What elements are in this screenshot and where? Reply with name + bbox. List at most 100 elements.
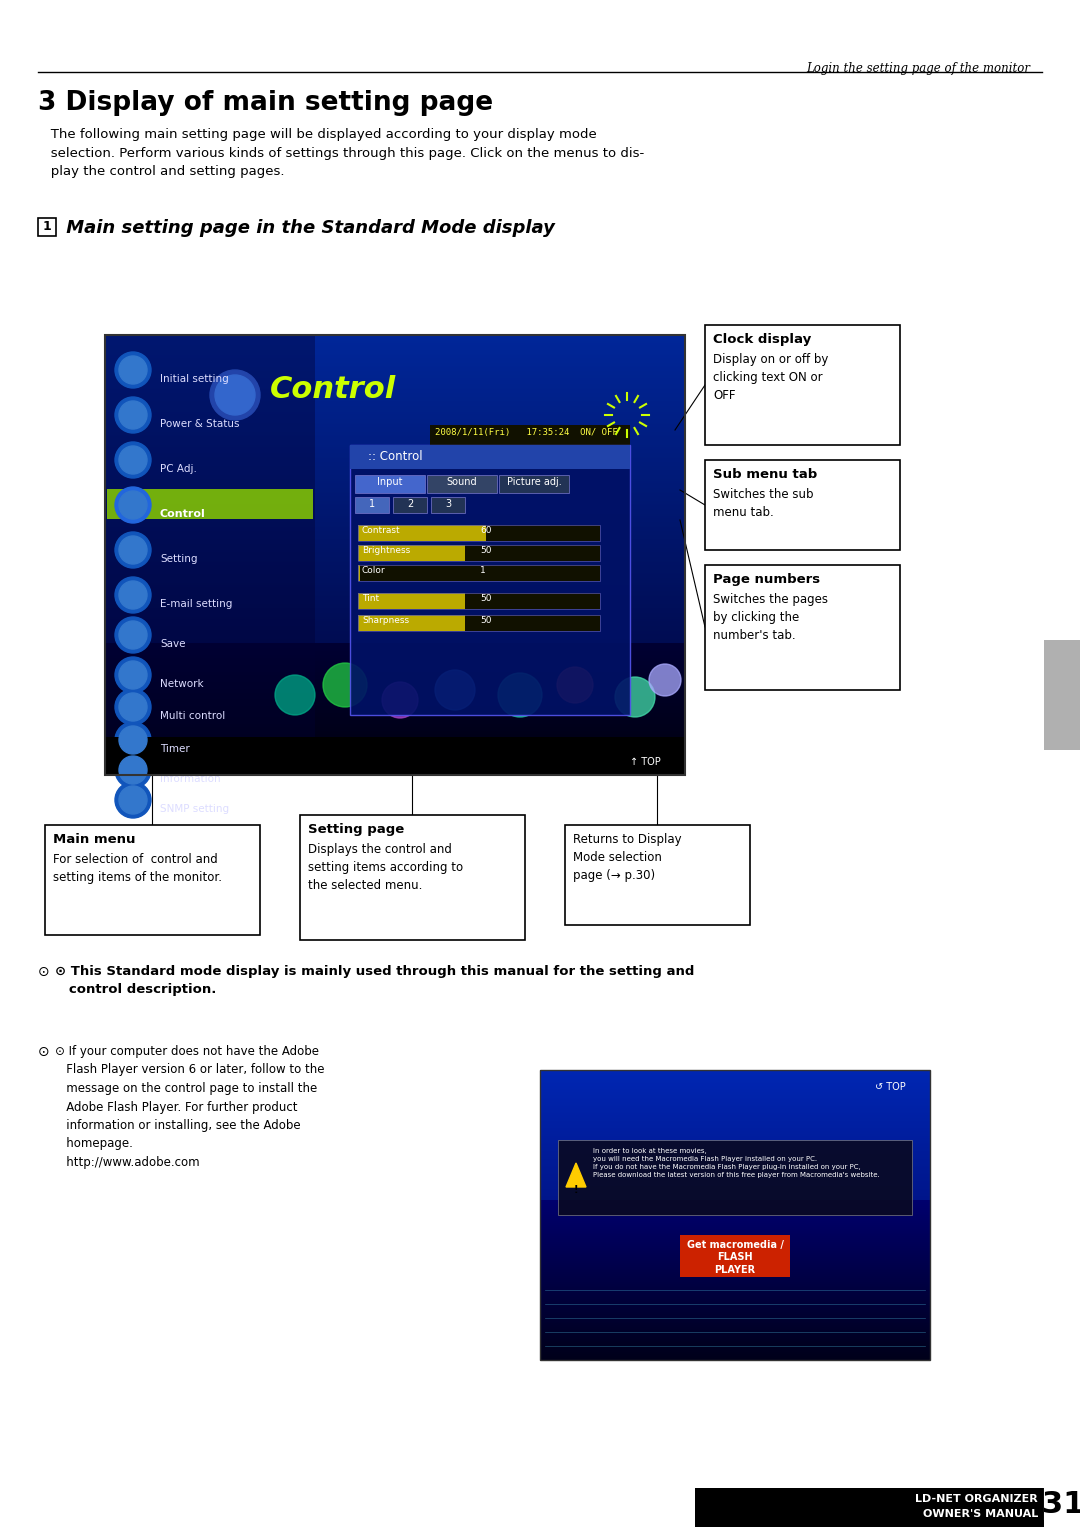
Circle shape [649, 664, 681, 696]
Circle shape [119, 356, 147, 383]
Text: Display on or off by
clicking text ON or
OFF: Display on or off by clicking text ON or… [713, 353, 828, 402]
Circle shape [114, 782, 151, 818]
Text: 31: 31 [1042, 1490, 1080, 1519]
FancyBboxPatch shape [355, 475, 426, 493]
FancyBboxPatch shape [465, 615, 600, 631]
Text: Save: Save [160, 638, 186, 649]
Circle shape [275, 675, 315, 715]
FancyBboxPatch shape [427, 475, 497, 493]
Circle shape [114, 577, 151, 612]
Circle shape [114, 487, 151, 524]
Text: ↺ TOP: ↺ TOP [875, 1083, 906, 1092]
Text: Input: Input [377, 476, 403, 487]
Text: Clock display: Clock display [713, 333, 811, 347]
Text: 3: 3 [445, 499, 451, 508]
FancyBboxPatch shape [45, 825, 260, 935]
Text: Power & Status: Power & Status [160, 418, 240, 429]
FancyBboxPatch shape [357, 525, 486, 541]
Text: 50: 50 [480, 594, 491, 603]
Text: Login the setting page of the monitor: Login the setting page of the monitor [806, 63, 1030, 75]
Text: OWNER'S MANUAL: OWNER'S MANUAL [922, 1509, 1038, 1519]
Text: Initial setting: Initial setting [160, 374, 229, 383]
Text: Sharpness: Sharpness [362, 615, 409, 625]
Text: Setting page: Setting page [308, 823, 404, 835]
Circle shape [210, 370, 260, 420]
FancyBboxPatch shape [705, 565, 900, 690]
Text: Sound: Sound [447, 476, 477, 487]
Text: 1: 1 [369, 499, 375, 508]
Circle shape [119, 756, 147, 783]
FancyBboxPatch shape [357, 592, 465, 609]
Circle shape [119, 621, 147, 649]
FancyBboxPatch shape [465, 545, 600, 560]
Text: 1: 1 [42, 220, 52, 234]
FancyBboxPatch shape [357, 545, 465, 560]
FancyBboxPatch shape [350, 444, 630, 469]
Text: PC Adj.: PC Adj. [160, 464, 197, 473]
FancyBboxPatch shape [360, 565, 600, 580]
Text: Brightness: Brightness [362, 547, 410, 554]
Text: ↑ TOP: ↑ TOP [630, 757, 661, 767]
Circle shape [114, 689, 151, 725]
Circle shape [114, 751, 151, 788]
Text: In order to look at these movies,
you will need the Macromedia Flash Player inst: In order to look at these movies, you wi… [593, 1148, 880, 1177]
FancyBboxPatch shape [499, 475, 569, 493]
Text: ⊙: ⊙ [38, 1044, 54, 1060]
Circle shape [114, 531, 151, 568]
FancyBboxPatch shape [565, 825, 750, 925]
Circle shape [114, 353, 151, 388]
Text: control description.: control description. [55, 983, 216, 996]
Text: Displays the control and
setting items according to
the selected menu.: Displays the control and setting items a… [308, 843, 463, 892]
Circle shape [119, 446, 147, 473]
Circle shape [114, 657, 151, 693]
Text: :: Control: :: Control [368, 450, 422, 463]
Text: 3 Display of main setting page: 3 Display of main setting page [38, 90, 494, 116]
Text: 1: 1 [480, 567, 486, 576]
Circle shape [557, 667, 593, 702]
Text: Page numbers: Page numbers [713, 573, 820, 586]
Polygon shape [566, 1164, 586, 1186]
FancyBboxPatch shape [357, 565, 360, 580]
Text: Returns to Display
Mode selection
page (→ p.30): Returns to Display Mode selection page (… [573, 834, 681, 883]
Circle shape [119, 725, 147, 754]
Text: Main setting page in the Standard Mode display: Main setting page in the Standard Mode d… [60, 218, 555, 237]
Text: Timer: Timer [160, 744, 190, 754]
FancyBboxPatch shape [705, 325, 900, 444]
Circle shape [435, 670, 475, 710]
Circle shape [114, 397, 151, 434]
Text: E-mail setting: E-mail setting [160, 599, 232, 609]
Text: ⊙ If your computer does not have the Adobe
   Flash Player version 6 or later, f: ⊙ If your computer does not have the Ado… [55, 1044, 324, 1170]
Circle shape [215, 376, 255, 415]
FancyBboxPatch shape [465, 592, 600, 609]
Text: Control: Control [160, 508, 206, 519]
Text: Network: Network [160, 680, 204, 689]
Text: Information: Information [160, 774, 220, 783]
FancyBboxPatch shape [38, 218, 56, 237]
FancyBboxPatch shape [680, 1235, 789, 1277]
FancyBboxPatch shape [696, 1487, 1044, 1527]
Text: Setting: Setting [160, 554, 198, 563]
Circle shape [119, 402, 147, 429]
FancyBboxPatch shape [430, 425, 630, 447]
Circle shape [323, 663, 367, 707]
Text: LD-NET ORGANIZER: LD-NET ORGANIZER [915, 1493, 1038, 1504]
FancyBboxPatch shape [300, 815, 525, 941]
Circle shape [119, 693, 147, 721]
Circle shape [114, 617, 151, 654]
FancyBboxPatch shape [1044, 640, 1080, 750]
Text: 2: 2 [407, 499, 414, 508]
FancyBboxPatch shape [705, 460, 900, 550]
Text: SNMP setting: SNMP setting [160, 805, 229, 814]
Text: The following main setting page will be displayed according to your display mode: The following main setting page will be … [38, 128, 645, 179]
FancyBboxPatch shape [105, 334, 315, 776]
Text: Multi control: Multi control [160, 712, 226, 721]
Text: ⊙ This Standard mode display is mainly used through this manual for the setting : ⊙ This Standard mode display is mainly u… [55, 965, 694, 977]
Text: Contrast: Contrast [362, 525, 401, 534]
FancyBboxPatch shape [357, 615, 465, 631]
Text: Color: Color [362, 567, 386, 576]
Circle shape [498, 673, 542, 718]
Text: ⊙: ⊙ [38, 965, 54, 979]
Text: Get macromedia /
FLASH
PLAYER: Get macromedia / FLASH PLAYER [687, 1240, 783, 1275]
Text: Main menu: Main menu [53, 834, 135, 846]
Circle shape [119, 786, 147, 814]
